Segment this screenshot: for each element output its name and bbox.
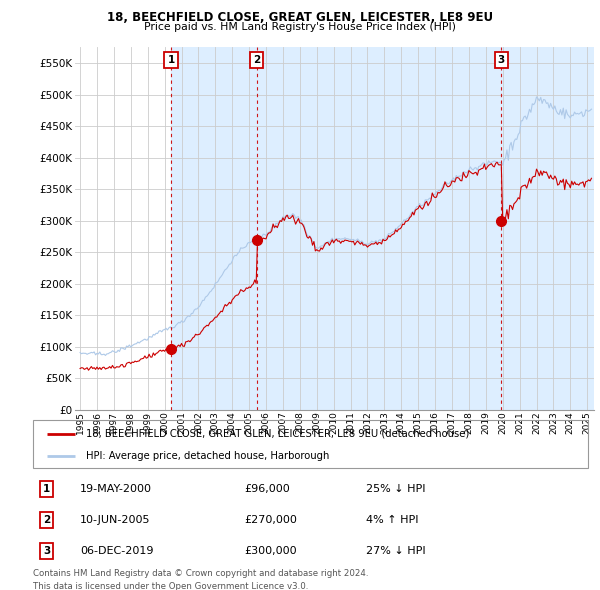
- Text: £270,000: £270,000: [244, 515, 297, 525]
- Text: HPI: Average price, detached house, Harborough: HPI: Average price, detached house, Harb…: [86, 451, 329, 461]
- Text: £96,000: £96,000: [244, 484, 290, 494]
- Text: 1: 1: [43, 484, 50, 494]
- Text: 2: 2: [43, 515, 50, 525]
- Text: 27% ↓ HPI: 27% ↓ HPI: [366, 546, 425, 556]
- Text: £300,000: £300,000: [244, 546, 296, 556]
- Text: 1: 1: [167, 55, 175, 65]
- Text: 18, BEECHFIELD CLOSE, GREAT GLEN, LEICESTER, LE8 9EU (detached house): 18, BEECHFIELD CLOSE, GREAT GLEN, LEICES…: [86, 428, 469, 438]
- Text: 2: 2: [253, 55, 260, 65]
- Text: 3: 3: [43, 546, 50, 556]
- Text: This data is licensed under the Open Government Licence v3.0.: This data is licensed under the Open Gov…: [33, 582, 308, 590]
- Text: 10-JUN-2005: 10-JUN-2005: [80, 515, 151, 525]
- Bar: [171, 47, 257, 410]
- Text: 19-MAY-2000: 19-MAY-2000: [80, 484, 152, 494]
- Bar: [257, 47, 596, 410]
- Text: 25% ↓ HPI: 25% ↓ HPI: [366, 484, 425, 494]
- Text: Contains HM Land Registry data © Crown copyright and database right 2024.: Contains HM Land Registry data © Crown c…: [33, 569, 368, 578]
- Text: Price paid vs. HM Land Registry's House Price Index (HPI): Price paid vs. HM Land Registry's House …: [144, 22, 456, 32]
- Text: 3: 3: [498, 55, 505, 65]
- Text: 18, BEECHFIELD CLOSE, GREAT GLEN, LEICESTER, LE8 9EU: 18, BEECHFIELD CLOSE, GREAT GLEN, LEICES…: [107, 11, 493, 24]
- Text: 4% ↑ HPI: 4% ↑ HPI: [366, 515, 419, 525]
- Text: 06-DEC-2019: 06-DEC-2019: [80, 546, 154, 556]
